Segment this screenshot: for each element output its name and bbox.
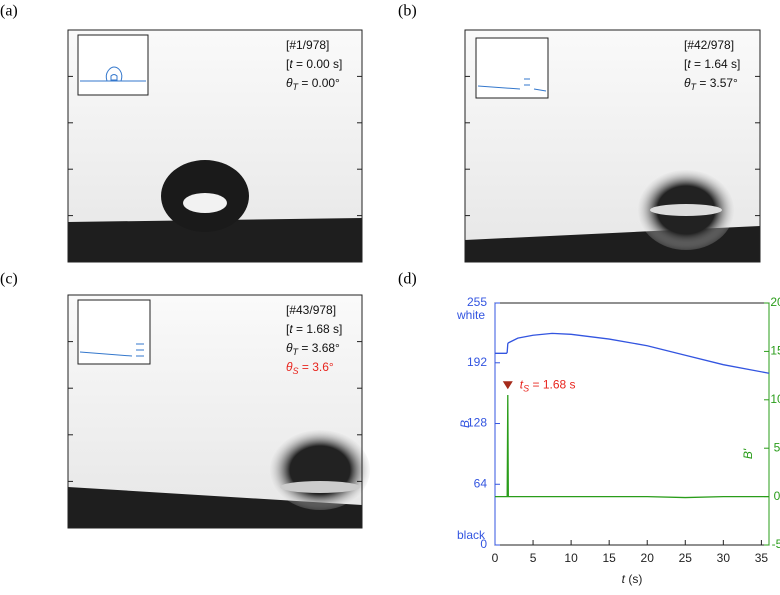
rich-text: [t = 1.68 s] [286, 322, 342, 336]
y2-tick-label: 5 [774, 440, 780, 454]
x-tick-label: 35 [755, 551, 769, 565]
x-tick-label: 0 [492, 551, 499, 565]
text-part: t [687, 57, 691, 71]
y-tick-label: 192 [467, 355, 487, 369]
text-part: θ [684, 76, 691, 90]
text-part: θ [286, 360, 293, 374]
rich-text: θT = 3.57° [684, 76, 738, 92]
y2-tick-label: -5 [772, 537, 780, 551]
y-top-label: white [456, 308, 485, 322]
y2-tick-label: 10 [770, 392, 780, 406]
rich-text: θT = 0.00° [286, 76, 340, 92]
text-part: = 0.00° [298, 76, 340, 90]
text-part: = 1.68 s [529, 377, 575, 391]
text-part: t [289, 57, 293, 71]
panel-label: (c) [0, 271, 18, 288]
text-part: [ [286, 57, 290, 71]
text-part: T [293, 347, 300, 357]
plot-frame [494, 302, 770, 546]
panel-label: (d) [398, 271, 417, 288]
photo-c [67, 294, 370, 529]
text-part: t [520, 377, 524, 391]
rich-text: θS = 3.6° [286, 360, 334, 376]
series-line [495, 332, 770, 374]
text-part: = 1.64 s] [691, 57, 741, 71]
rich-text: [t = 0.00 s] [286, 57, 342, 71]
rich-text: [#1/978] [286, 38, 329, 52]
x-tick-label: 30 [717, 551, 731, 565]
text-part: θ [286, 341, 293, 355]
annotation-marker [502, 381, 513, 390]
photo-a [67, 29, 363, 263]
rich-text: tS = 1.68 s [520, 377, 576, 393]
series-line [495, 394, 769, 499]
y-tick-label: 255 [467, 295, 487, 309]
text-part: S [523, 384, 529, 394]
text-part: [ [684, 57, 688, 71]
y-tick-label: 128 [467, 416, 487, 430]
x-tick-label: 15 [602, 551, 616, 565]
rich-text: [#42/978] [684, 38, 734, 52]
text-part: [ [286, 322, 290, 336]
x-tick-label: 20 [641, 551, 655, 565]
photo-b [464, 29, 761, 263]
text-part: = 1.68 s] [293, 322, 343, 336]
y-tick-label: 0 [480, 537, 487, 551]
text-part: = 3.68° [298, 341, 340, 355]
text-part: = 3.6° [299, 360, 334, 374]
text-part: θ [286, 76, 293, 90]
text-part: = 3.57° [696, 76, 738, 90]
panel-label: (a) [0, 3, 18, 20]
text-part: S [293, 366, 299, 376]
text-part: t [289, 322, 293, 336]
y2-tick-label: 15 [770, 344, 780, 358]
x-tick-label: 25 [679, 551, 693, 565]
text-part: = 0.00 s] [293, 57, 343, 71]
y2-tick-label: 20 [770, 295, 780, 309]
text-part: (s) [625, 572, 642, 586]
x-tick-label: 10 [564, 551, 578, 565]
text-part: T [691, 82, 698, 92]
y-tick-label: 64 [474, 476, 488, 490]
rich-text: t (s) [622, 572, 643, 586]
text-part: t [622, 572, 626, 586]
panel-label: (b) [398, 3, 417, 20]
y-axis-label: B [458, 420, 472, 428]
text-part: T [293, 82, 300, 92]
y2-axis-label: B' [741, 448, 755, 459]
rich-text: [#43/978] [286, 303, 336, 317]
y-bottom-label: black [457, 528, 486, 542]
x-tick-label: 5 [530, 551, 537, 565]
y2-tick-label: 0 [774, 489, 780, 503]
rich-text: θT = 3.68° [286, 341, 340, 357]
rich-text: [t = 1.64 s] [684, 57, 740, 71]
